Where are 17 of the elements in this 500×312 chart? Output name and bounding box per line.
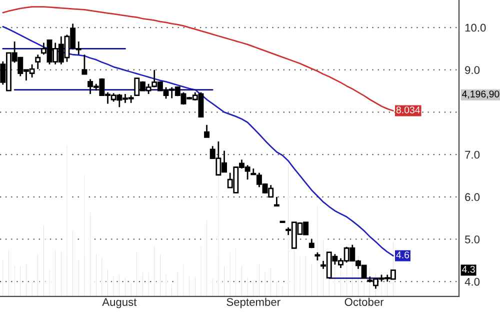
candlestick [204,124,210,138]
y-tick-label: 9.0 [465,66,480,74]
data-label: 4.6 [396,251,410,258]
y-tick-label: 4.0 [464,278,480,286]
candlestick [35,54,41,70]
y-tick-label: 6.0 [465,193,480,202]
y-tick-label: 7.0 [465,150,480,159]
candlestick [274,196,280,207]
text: 4,196,90 [462,90,500,99]
x-tick-label: October [344,298,384,306]
data-label: 8.034 [396,106,420,114]
x-tick-label: August [102,298,137,308]
text: 4.3 [462,266,475,273]
y-tick-label: 10.0 [465,24,486,32]
candlestick [82,54,88,75]
y-tick-label: 5.0 [465,236,480,244]
x-tick-label: September [226,298,280,308]
